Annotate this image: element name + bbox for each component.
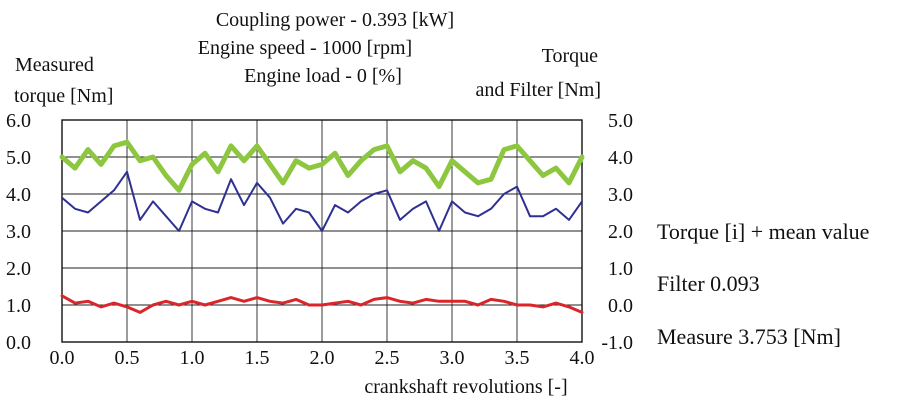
- y-tick-label-right: 0.0: [608, 295, 633, 317]
- chart-title: Coupling power - 0.393 [kW] Engine speed…: [198, 9, 454, 87]
- ylabel-left-line: torque [Nm]: [14, 85, 113, 107]
- x-tick-label: 2.0: [310, 347, 335, 369]
- ylabel-left-line: Measured: [15, 54, 94, 76]
- x-tick-label: 2.5: [375, 347, 400, 369]
- ylabel-right-line: Torque: [542, 45, 598, 67]
- legend: Torque [i] + mean value Filter 0.093 Mea…: [657, 219, 869, 349]
- y-axis-right-label: Torque and Filter [Nm]: [475, 45, 601, 101]
- ylabel-right-line: and Filter [Nm]: [475, 79, 601, 101]
- y-tick-label-right: 5.0: [608, 110, 633, 132]
- series-line-filter: [60, 294, 584, 314]
- y-tick-label-left: 6.0: [6, 110, 31, 132]
- x-tick-label: 1.0: [180, 347, 205, 369]
- y-ticks-left: 0.0 1.0 2.0 3.0 4.0 5.0 6.0: [6, 110, 31, 354]
- series-layer: [59, 139, 585, 314]
- y-ticks-right: -1.0 0.0 1.0 2.0 3.0 4.0 5.0: [601, 110, 633, 354]
- plot-border: [61, 119, 583, 343]
- y-tick-label-left: 0.0: [6, 332, 31, 354]
- title-line: Engine speed - 1000 [rpm]: [198, 37, 412, 59]
- x-axis-label: crankshaft revolutions [-]: [364, 376, 567, 398]
- x-tick-label: 3.0: [440, 347, 465, 369]
- x-tick-label: 4.0: [570, 347, 595, 369]
- x-tick-label: 0.5: [115, 347, 140, 369]
- plot-frame: [61, 119, 583, 343]
- y-tick-label-right: -1.0: [601, 332, 633, 354]
- legend-entry-measure: Measure 3.753 [Nm]: [657, 324, 841, 349]
- y-tick-label-right: 4.0: [608, 147, 633, 169]
- y-tick-label-left: 2.0: [6, 258, 31, 280]
- title-line: Coupling power - 0.393 [kW]: [216, 9, 454, 31]
- legend-entry-filter: Filter 0.093: [657, 271, 760, 296]
- y-tick-label-left: 3.0: [6, 221, 31, 243]
- legend-entry-torque: Torque [i] + mean value: [657, 219, 869, 244]
- series-line-measure: [61, 170, 583, 232]
- x-tick-label: 1.5: [245, 347, 270, 369]
- x-tick-label: 0.0: [50, 347, 75, 369]
- series-line-torque: [59, 139, 585, 193]
- x-ticks: 0.0 0.5 1.0 1.5 2.0 2.5 3.0 3.5 4.0: [50, 347, 595, 369]
- y-tick-label-left: 5.0: [6, 147, 31, 169]
- y-tick-label-left: 1.0: [6, 295, 31, 317]
- y-axis-left-label: Measured torque [Nm]: [14, 54, 113, 107]
- x-tick-label: 3.5: [505, 347, 530, 369]
- y-tick-label-right: 3.0: [608, 184, 633, 206]
- title-line: Engine load - 0 [%]: [244, 65, 402, 87]
- y-tick-label-right: 2.0: [608, 221, 633, 243]
- y-tick-label-right: 1.0: [608, 258, 633, 280]
- y-tick-label-left: 4.0: [6, 184, 31, 206]
